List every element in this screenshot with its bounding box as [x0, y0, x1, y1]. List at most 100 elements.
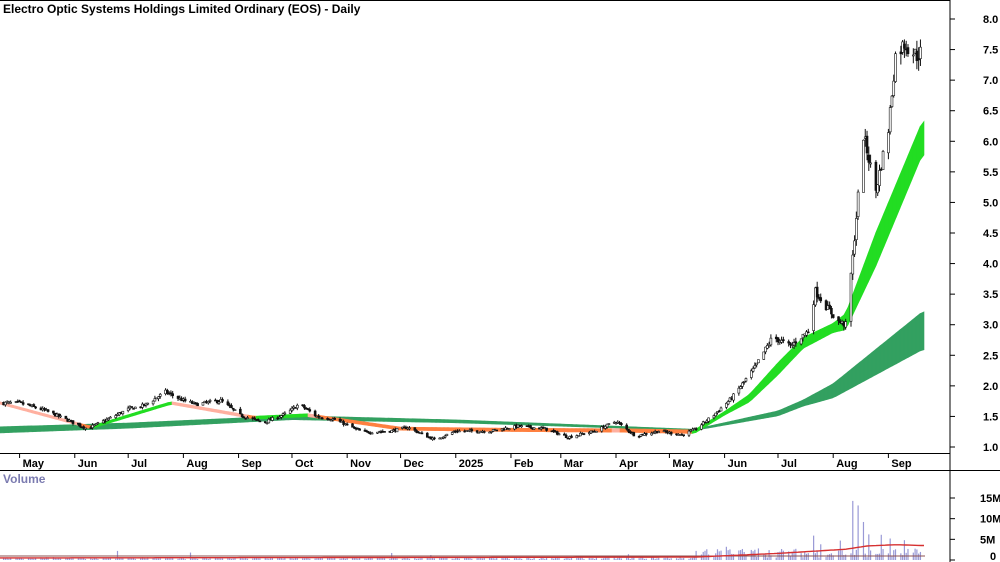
candle-body — [34, 406, 37, 409]
ribbon-segment — [639, 428, 645, 433]
candle-body — [600, 426, 604, 432]
ribbon-segment — [483, 420, 489, 425]
ribbon-segment — [579, 424, 585, 428]
candle-body — [329, 419, 333, 422]
candle-body — [753, 365, 757, 369]
candle-body — [644, 433, 648, 435]
time-tick-label: May — [672, 458, 694, 470]
ribbon-segment — [583, 428, 589, 433]
ribbon-segment — [43, 425, 49, 432]
candle-body — [906, 47, 910, 55]
ribbon-segment — [151, 421, 157, 428]
candle-body — [915, 50, 919, 62]
ribbon-segment — [427, 418, 433, 423]
candle-body — [739, 386, 742, 389]
ribbon-segment — [35, 425, 41, 432]
candle-body — [582, 433, 586, 435]
time-tick-label: Oct — [295, 458, 314, 470]
candle-body — [383, 431, 386, 433]
ribbon-segment — [751, 415, 757, 421]
candle-body — [490, 431, 493, 433]
ribbon-segment — [539, 422, 545, 426]
ribbon-segment — [631, 426, 637, 429]
candle-body — [780, 340, 783, 343]
candle-body — [338, 418, 342, 422]
ribbon-segment — [627, 426, 633, 429]
price-tick-label: 7.5 — [983, 45, 998, 57]
candle-body — [691, 428, 694, 431]
candle-body — [607, 423, 611, 425]
candle-body — [595, 431, 598, 433]
candle-body — [762, 351, 766, 360]
ribbon-segment — [439, 427, 445, 432]
ribbon-segment — [611, 425, 617, 429]
ribbon-segment — [207, 407, 213, 412]
candle-body — [84, 427, 87, 430]
price-pane — [0, 39, 925, 441]
candle-body — [888, 107, 892, 133]
candle-body — [755, 362, 758, 366]
ribbon-segment — [895, 329, 901, 365]
ribbon-segment — [459, 427, 465, 432]
ribbon-segment — [387, 424, 393, 430]
ribbon-segment — [359, 420, 365, 426]
candle-body — [878, 170, 881, 186]
candle-body — [151, 400, 155, 405]
ribbon-segment — [423, 427, 429, 431]
candle-body — [130, 406, 134, 408]
time-tick-label: Jul — [131, 458, 147, 470]
candle-body — [390, 429, 393, 433]
candle-body — [279, 415, 283, 418]
ribbon-segment — [763, 412, 769, 419]
ribbon-segment — [403, 418, 409, 423]
ribbon-segment — [419, 426, 425, 431]
ribbon-segment — [431, 427, 437, 431]
price-tick-label: 6.0 — [983, 136, 998, 148]
candle-body — [253, 417, 256, 420]
ribbon-segment — [111, 423, 117, 430]
ribbon-segment — [371, 422, 377, 427]
candle-body — [296, 404, 299, 409]
ribbon-segment — [0, 426, 5, 434]
candle-body — [226, 401, 230, 406]
ribbon-segment — [231, 417, 237, 424]
ribbon-segment — [683, 429, 689, 434]
ribbon-segment — [771, 410, 777, 418]
candle-body — [563, 433, 566, 436]
ribbon-segment — [767, 411, 773, 418]
ribbon-segment — [263, 415, 269, 419]
candle-body — [819, 297, 823, 302]
candle-body — [283, 412, 287, 415]
candle-body — [93, 424, 96, 426]
ribbon-segment — [223, 410, 229, 415]
ribbon-segment — [547, 423, 553, 427]
ribbon-segment — [451, 419, 457, 424]
candle-body — [495, 429, 499, 432]
ribbon-segment — [187, 404, 193, 409]
time-tick-label: Feb — [514, 458, 534, 470]
ribbon-segment — [435, 427, 441, 431]
candle-body — [443, 435, 447, 438]
candle-body — [707, 417, 710, 422]
ribbon-segment — [491, 420, 497, 425]
candle-body — [358, 428, 361, 431]
ribbon-segment — [807, 332, 813, 347]
candle-body — [52, 410, 55, 414]
ribbon-segment — [555, 423, 561, 427]
candle-body — [917, 57, 920, 61]
ribbon-segment — [163, 420, 169, 427]
ribbon-segment — [899, 325, 905, 363]
candle-body — [726, 401, 730, 405]
candle-body — [433, 437, 436, 440]
candle-body — [445, 433, 449, 436]
ribbon-segment — [735, 418, 741, 424]
candle-body — [694, 428, 698, 430]
ribbon-segment — [375, 417, 381, 422]
ribbon-segment — [591, 424, 597, 428]
price-tick-label: 7.0 — [983, 75, 998, 87]
candle-body — [876, 184, 880, 194]
time-tick-label: Jun — [78, 458, 98, 470]
candle-body — [103, 420, 107, 423]
ribbon-segment — [563, 428, 569, 433]
